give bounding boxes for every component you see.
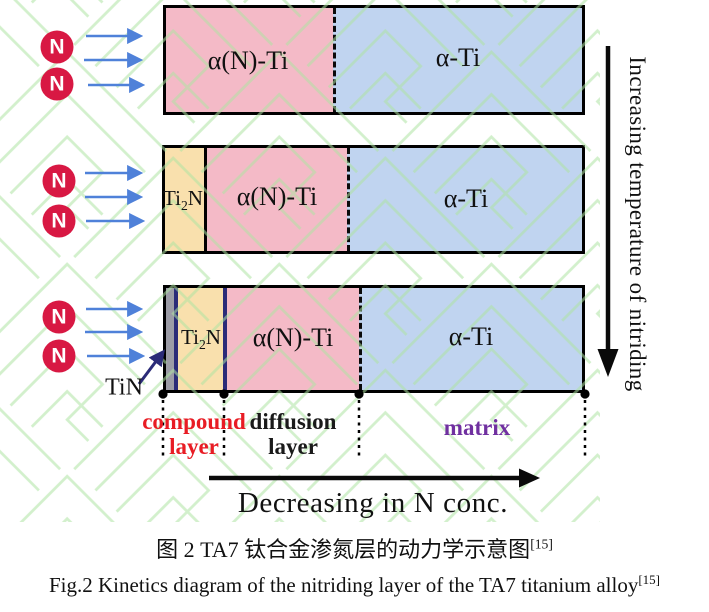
nitrogen-atom: N bbox=[42, 339, 76, 373]
segment-alpha-ti bbox=[347, 148, 582, 251]
nitrogen-arrows-group-1 bbox=[84, 27, 146, 94]
label-ti2n: Ti2N bbox=[163, 186, 203, 214]
segment-alpha-ti bbox=[333, 8, 582, 112]
caption-english: Fig.2 Kinetics diagram of the nitriding … bbox=[0, 572, 709, 598]
label-alpha-ti: α-Ti bbox=[448, 322, 494, 351]
nitrogen-arrows-group-3 bbox=[85, 300, 146, 365]
nitrogen-atom: N bbox=[40, 30, 74, 64]
nitrogen-symbol: N bbox=[49, 35, 65, 58]
ti2n-sub: 2 bbox=[198, 337, 206, 353]
bar-stage-1 bbox=[163, 5, 585, 115]
nitrogen-arrows-group-2 bbox=[85, 164, 146, 230]
segment-divider bbox=[223, 288, 227, 390]
caption-chinese: 图 2 TA7 钛合金渗氮层的动力学示意图[15] bbox=[0, 532, 709, 564]
nitrogen-atom: N bbox=[42, 300, 76, 334]
label-alpha-n-ti: α(N)-Ti bbox=[252, 323, 334, 352]
nitrogen-atom: N bbox=[40, 67, 74, 101]
segment-divider bbox=[174, 288, 178, 390]
ti2n-prefix: Ti bbox=[163, 185, 181, 210]
label-alpha-ti: α-Ti bbox=[443, 184, 489, 213]
temperature-axis-label: Increasing temperature of nitriding bbox=[625, 56, 650, 392]
compound-line2: layer bbox=[169, 434, 219, 459]
tin-pointer-arrow bbox=[137, 349, 165, 385]
temperature-arrow bbox=[597, 46, 619, 377]
segment-divider bbox=[204, 148, 207, 251]
nitrogen-symbol: N bbox=[51, 209, 67, 232]
tin-annotation-label: TiN bbox=[105, 374, 143, 401]
label-ti2n: Ti2N bbox=[181, 325, 221, 353]
segment-alpha-ti bbox=[359, 288, 582, 390]
n-concentration-axis-label: Decreasing in N conc. bbox=[237, 487, 509, 519]
bar-stage-3 bbox=[163, 285, 585, 393]
segment-alpha-n-ti bbox=[207, 148, 347, 251]
nitrogen-symbol: N bbox=[49, 72, 65, 95]
label-alpha-ti: α-Ti bbox=[435, 43, 481, 72]
label-alpha-n-ti: α(N)-Ti bbox=[236, 182, 318, 211]
diffusion-line1: diffusion bbox=[249, 409, 337, 434]
segment-alpha-n-ti bbox=[227, 288, 359, 390]
segment-ti2n bbox=[178, 288, 223, 390]
caption-zh-ref: [15] bbox=[530, 536, 553, 552]
ti2n-sub: 2 bbox=[180, 198, 188, 214]
diffusion-layer-label: diffusion layer bbox=[250, 409, 337, 459]
boundary-dots bbox=[158, 389, 590, 399]
nitrogen-symbol: N bbox=[51, 305, 67, 328]
caption-en-ref: [15] bbox=[638, 572, 660, 587]
nitrogen-symbol: N bbox=[51, 344, 67, 367]
ti2n-prefix: Ti bbox=[181, 324, 199, 349]
caption-zh-text: 图 2 TA7 钛合金渗氮层的动力学示意图 bbox=[156, 537, 531, 562]
segment-alpha-n-ti bbox=[166, 8, 333, 112]
compound-layer-label: compound layer bbox=[142, 409, 246, 459]
ti2n-suffix: N bbox=[187, 185, 203, 210]
nitrogen-atom: N bbox=[42, 204, 76, 238]
matrix-label: matrix bbox=[443, 415, 511, 440]
compound-line1: compound bbox=[142, 409, 246, 434]
diffusion-line2: layer bbox=[268, 434, 318, 459]
caption-en-text: Fig.2 Kinetics diagram of the nitriding … bbox=[49, 573, 639, 597]
nitrogen-atom: N bbox=[42, 164, 76, 198]
n-concentration-arrow bbox=[209, 468, 540, 488]
segment-ti2n bbox=[165, 148, 204, 251]
boundary-droplines bbox=[161, 400, 587, 460]
ti2n-suffix: N bbox=[205, 324, 221, 349]
segment-tin bbox=[166, 288, 174, 390]
bar-stage-2 bbox=[162, 145, 585, 254]
label-alpha-n-ti: α(N)-Ti bbox=[207, 46, 289, 75]
nitrogen-symbol: N bbox=[51, 169, 67, 192]
